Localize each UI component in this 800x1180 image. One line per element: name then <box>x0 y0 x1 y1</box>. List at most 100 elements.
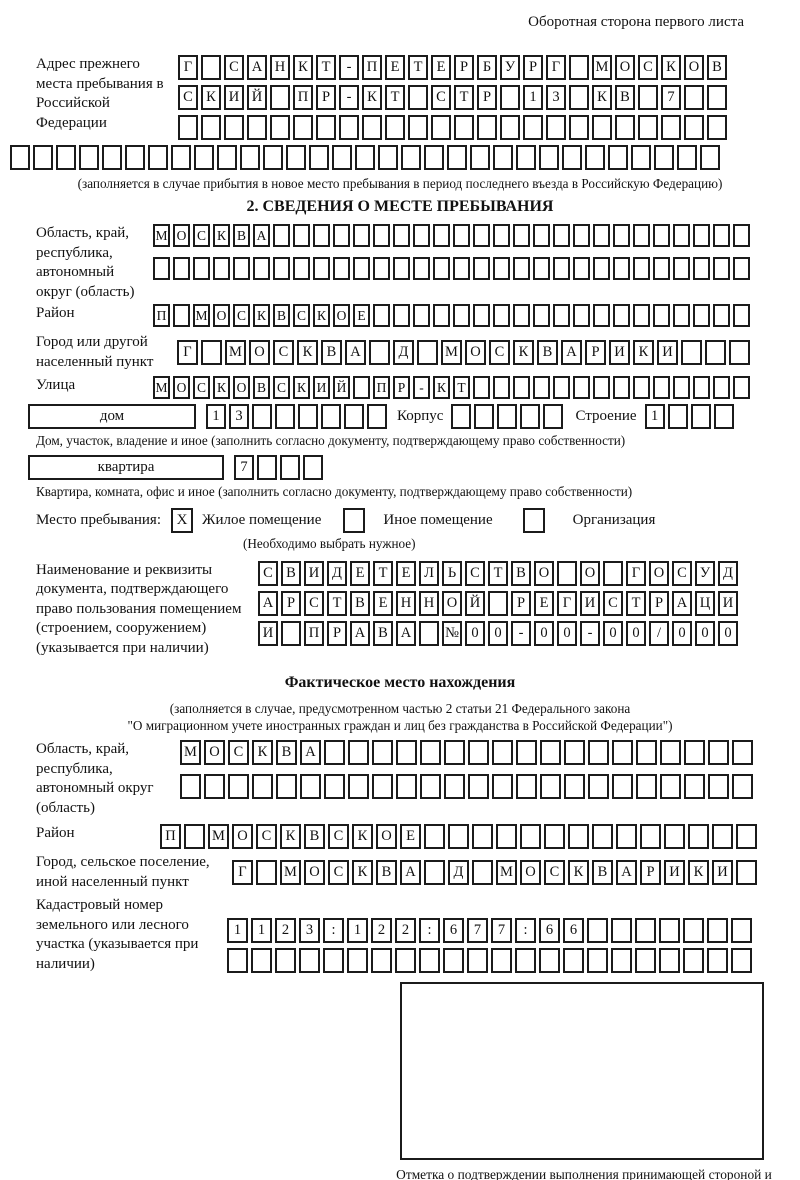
form-cell[interactable]: О <box>580 560 600 586</box>
form-cell[interactable] <box>171 145 191 170</box>
form-cell[interactable]: Т <box>626 590 646 616</box>
form-cell[interactable]: Е <box>534 590 554 616</box>
form-cell[interactable] <box>653 224 670 248</box>
form-cell[interactable] <box>180 774 201 800</box>
form-cell[interactable] <box>444 740 465 766</box>
form-cell[interactable]: Ц <box>695 590 715 616</box>
form-cell[interactable] <box>654 145 674 170</box>
form-cell[interactable]: 0 <box>534 620 554 646</box>
form-cell[interactable] <box>433 304 450 328</box>
form-cell[interactable] <box>257 455 277 481</box>
form-cell[interactable] <box>313 257 330 281</box>
form-cell[interactable] <box>573 224 590 248</box>
form-cell[interactable]: И <box>657 340 678 366</box>
form-cell[interactable] <box>201 340 222 366</box>
form-cell[interactable] <box>564 740 585 766</box>
form-cell[interactable] <box>636 740 657 766</box>
form-cell[interactable]: Д <box>718 560 738 586</box>
form-cell[interactable]: К <box>433 376 450 400</box>
form-cell[interactable] <box>713 304 730 328</box>
form-cell[interactable] <box>659 948 680 974</box>
form-cell[interactable]: У <box>500 55 520 80</box>
form-cell[interactable]: В <box>233 224 250 248</box>
form-cell[interactable] <box>444 774 465 800</box>
form-cell[interactable] <box>593 257 610 281</box>
form-cell[interactable]: 1 <box>251 918 272 944</box>
form-cell[interactable]: Т <box>454 85 474 110</box>
form-cell[interactable]: 0 <box>672 620 692 646</box>
form-cell[interactable] <box>298 404 318 430</box>
form-cell[interactable] <box>712 824 733 850</box>
form-cell[interactable] <box>339 115 359 140</box>
form-cell[interactable] <box>353 257 370 281</box>
form-cell[interactable] <box>513 224 530 248</box>
form-cell[interactable] <box>252 404 272 430</box>
form-cell[interactable]: Р <box>649 590 669 616</box>
form-cell[interactable] <box>611 948 632 974</box>
form-cell[interactable]: О <box>232 824 253 850</box>
form-cell[interactable] <box>321 404 341 430</box>
form-cell[interactable] <box>373 257 390 281</box>
form-cell[interactable] <box>413 304 430 328</box>
form-cell[interactable]: В <box>304 824 325 850</box>
form-cell[interactable] <box>344 404 364 430</box>
form-cell[interactable] <box>324 774 345 800</box>
form-cell[interactable]: Н <box>396 590 416 616</box>
form-cell[interactable] <box>653 304 670 328</box>
form-cell[interactable] <box>573 257 590 281</box>
form-cell[interactable] <box>612 740 633 766</box>
form-cell[interactable]: 0 <box>695 620 715 646</box>
form-cell[interactable]: Г <box>626 560 646 586</box>
form-cell[interactable] <box>613 257 630 281</box>
form-cell[interactable] <box>563 948 584 974</box>
form-cell[interactable]: Т <box>316 55 336 80</box>
form-cell[interactable] <box>431 115 451 140</box>
form-cell[interactable]: С <box>224 55 244 80</box>
form-cell[interactable]: О <box>534 560 554 586</box>
form-cell[interactable]: С <box>233 304 250 328</box>
form-cell[interactable]: В <box>511 560 531 586</box>
form-cell[interactable] <box>454 115 474 140</box>
form-cell[interactable] <box>631 145 651 170</box>
form-cell[interactable] <box>713 404 734 430</box>
form-cell[interactable] <box>401 145 421 170</box>
form-cell[interactable]: 0 <box>465 620 485 646</box>
form-cell[interactable] <box>56 145 76 170</box>
form-cell[interactable] <box>424 860 445 886</box>
form-cell[interactable]: - <box>511 620 531 646</box>
form-cell[interactable] <box>433 257 450 281</box>
form-cell[interactable] <box>733 304 750 328</box>
form-cell[interactable]: Т <box>385 85 405 110</box>
form-cell[interactable] <box>251 948 272 974</box>
form-cell[interactable] <box>640 824 661 850</box>
form-cell[interactable]: Н <box>270 55 290 80</box>
form-cell[interactable] <box>661 115 681 140</box>
form-cell[interactable] <box>372 774 393 800</box>
form-cell[interactable] <box>562 145 582 170</box>
form-cell[interactable]: К <box>213 224 230 248</box>
form-cell[interactable]: С <box>544 860 565 886</box>
form-cell[interactable]: А <box>247 55 267 80</box>
form-cell[interactable] <box>448 824 469 850</box>
form-cell[interactable] <box>733 224 750 248</box>
form-cell[interactable] <box>539 145 559 170</box>
form-cell[interactable]: А <box>561 340 582 366</box>
form-cell[interactable] <box>333 257 350 281</box>
form-cell[interactable] <box>228 774 249 800</box>
form-cell[interactable] <box>472 860 493 886</box>
form-cell[interactable]: Л <box>419 560 439 586</box>
form-cell[interactable] <box>660 774 681 800</box>
form-cell[interactable] <box>633 376 650 400</box>
form-cell[interactable]: Г <box>178 55 198 80</box>
form-cell[interactable] <box>513 257 530 281</box>
form-cell[interactable]: Р <box>454 55 474 80</box>
form-cell[interactable] <box>569 115 589 140</box>
form-cell[interactable]: О <box>249 340 270 366</box>
form-cell[interactable] <box>732 740 753 766</box>
form-cell[interactable]: К <box>201 85 221 110</box>
form-cell[interactable]: О <box>684 55 704 80</box>
form-cell[interactable] <box>125 145 145 170</box>
apartment-type-box[interactable]: квартира <box>28 455 224 481</box>
form-cell[interactable] <box>473 376 490 400</box>
form-cell[interactable]: П <box>362 55 382 80</box>
